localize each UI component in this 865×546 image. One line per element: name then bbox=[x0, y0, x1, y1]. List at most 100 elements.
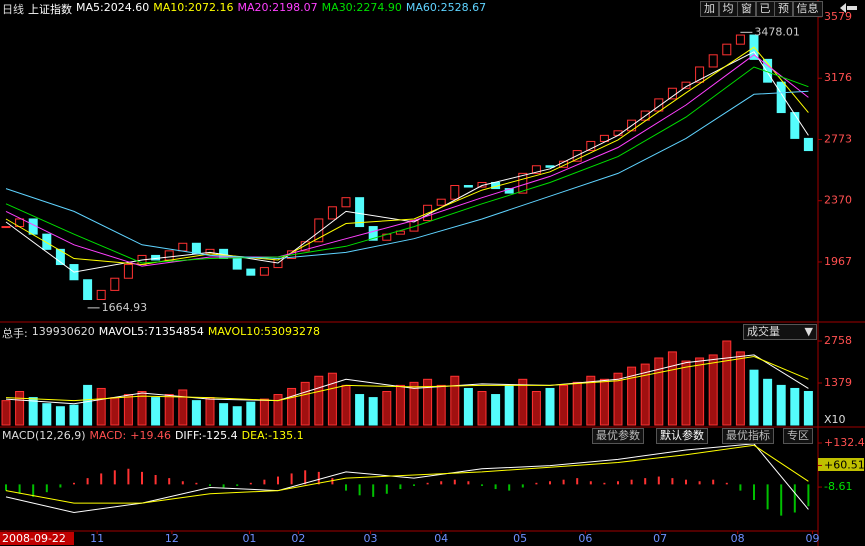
legend-value: -125.4 bbox=[202, 429, 238, 442]
volume-bar bbox=[708, 354, 718, 426]
macd-bar bbox=[181, 481, 184, 485]
y-tick-label: 2773 bbox=[824, 132, 852, 145]
y-tick-label: +60.51 bbox=[824, 458, 865, 471]
volume-bar bbox=[219, 403, 229, 426]
volume-bar bbox=[559, 384, 569, 426]
volume-bar bbox=[654, 357, 664, 426]
macd-bar bbox=[372, 484, 375, 497]
candle bbox=[55, 248, 65, 266]
macd-bar bbox=[494, 484, 497, 490]
candle bbox=[259, 267, 269, 276]
volume-bar bbox=[55, 406, 65, 426]
candle bbox=[599, 134, 609, 142]
volume-bar bbox=[246, 401, 256, 426]
candle bbox=[314, 218, 324, 243]
macd-bar bbox=[413, 484, 415, 486]
x-tick-label: 12 bbox=[165, 532, 179, 545]
macd-bar bbox=[141, 471, 143, 485]
candle bbox=[83, 279, 93, 301]
volume-bar bbox=[300, 381, 310, 426]
macd-bar bbox=[603, 482, 606, 485]
volume-bar bbox=[69, 404, 79, 426]
candle bbox=[722, 43, 732, 56]
macd-bar bbox=[59, 484, 62, 488]
x-tick-label: 07 bbox=[653, 532, 667, 545]
toolbar-button[interactable]: 均 bbox=[718, 1, 738, 17]
x-tick-label: 08 bbox=[731, 532, 745, 545]
candle bbox=[735, 34, 745, 45]
macd-header: MACD(12,26,9) MACD: +19.46 DIFF:-125.4 DEA… bbox=[2, 429, 304, 442]
macd-bar bbox=[576, 478, 579, 485]
volume-bar bbox=[477, 390, 487, 426]
macd-tab[interactable]: 专区 bbox=[783, 428, 813, 444]
legend-entry: MAVOL10:53093278 bbox=[208, 325, 320, 341]
macd-bar bbox=[5, 484, 7, 491]
volume-bar bbox=[423, 378, 433, 426]
toolbar-button[interactable]: 预 bbox=[774, 1, 793, 17]
volume-bar bbox=[232, 406, 242, 426]
candle bbox=[191, 242, 201, 255]
macd-bar bbox=[671, 478, 674, 485]
macd-bar bbox=[481, 484, 483, 486]
macd-tab[interactable]: 最优参数 bbox=[592, 428, 644, 444]
macd-bar bbox=[630, 479, 633, 485]
macd-tab[interactable]: 最优指标 bbox=[722, 428, 774, 444]
volume-bar bbox=[599, 378, 609, 426]
volume-bar bbox=[164, 394, 174, 426]
volume-bar bbox=[123, 394, 133, 426]
toolbar-button[interactable]: 已 bbox=[755, 1, 775, 17]
legend-value: 53093278 bbox=[264, 325, 320, 338]
volume-bar bbox=[586, 375, 596, 426]
macd-name: MACD: bbox=[89, 429, 127, 442]
candle bbox=[531, 165, 541, 174]
legend-value: 2274.90 bbox=[356, 1, 402, 14]
macd-bar bbox=[521, 484, 524, 488]
legend-name: MA10: bbox=[153, 1, 188, 14]
macd-bar bbox=[209, 484, 211, 486]
date-highlight bbox=[0, 532, 74, 545]
volume-bar bbox=[803, 390, 813, 426]
candle bbox=[803, 137, 813, 152]
volume-bar bbox=[287, 387, 297, 426]
legend-name: MA20: bbox=[237, 1, 273, 14]
volume-bar bbox=[205, 397, 215, 426]
macd-bar bbox=[100, 473, 103, 485]
legend-entry: MA20:2198.07 bbox=[237, 1, 317, 17]
macd-bar bbox=[249, 482, 252, 485]
macd-tab[interactable]: 默认参数 bbox=[656, 428, 708, 444]
volume-bar bbox=[695, 357, 705, 426]
legend-entry: MA5:2024.60 bbox=[76, 1, 149, 17]
toolbar-button[interactable]: 加 bbox=[700, 1, 719, 17]
x-tick-label: 11 bbox=[90, 532, 104, 545]
candle bbox=[246, 268, 256, 276]
toolbar-button[interactable]: 信息 bbox=[792, 1, 823, 17]
legend-value: 2528.67 bbox=[440, 1, 487, 14]
volume-bar bbox=[627, 366, 637, 426]
toolbar-button[interactable]: 窗 bbox=[737, 1, 756, 17]
macd-bar bbox=[45, 484, 48, 493]
arrow-icon[interactable] bbox=[840, 3, 846, 13]
macd-bar bbox=[793, 484, 796, 513]
volume-bar bbox=[178, 389, 188, 426]
legend-entry: MA60:2528.67 bbox=[406, 1, 486, 17]
candle bbox=[355, 197, 365, 228]
volume-bar bbox=[259, 398, 269, 426]
macd-value: +19.46 bbox=[130, 429, 171, 442]
indicator-line bbox=[5, 66, 809, 264]
macd-bar bbox=[18, 484, 21, 494]
legend-entry: DEA:-135.1 bbox=[242, 429, 304, 442]
volume-bar bbox=[395, 384, 405, 426]
volume-bar bbox=[450, 375, 460, 426]
arrow-icon[interactable] bbox=[847, 6, 857, 10]
volume-bar bbox=[436, 384, 446, 426]
macd-bar bbox=[263, 479, 266, 485]
macd-bar bbox=[453, 479, 456, 485]
macd-bar bbox=[317, 471, 320, 485]
volume-bar bbox=[763, 378, 773, 426]
macd-bar bbox=[73, 482, 75, 485]
volume-bar bbox=[572, 381, 582, 426]
y-tick-label: 2370 bbox=[824, 194, 852, 207]
macd-bar bbox=[195, 482, 198, 485]
indicator-select[interactable]: 成交量 ▼ bbox=[743, 324, 817, 340]
macd-bar bbox=[358, 484, 361, 496]
